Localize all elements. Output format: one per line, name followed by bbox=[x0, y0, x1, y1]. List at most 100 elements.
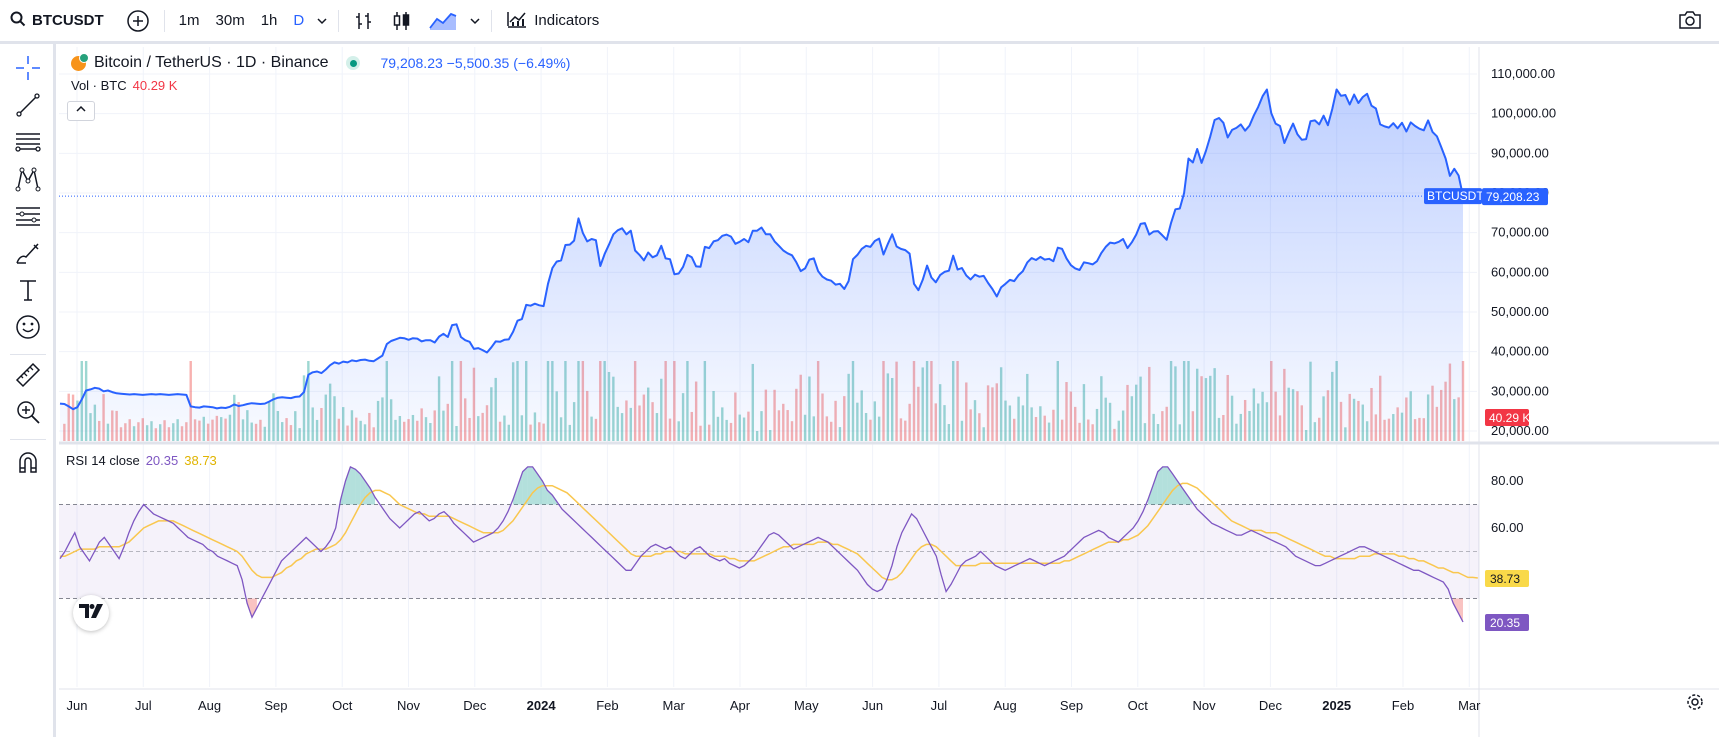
gear-icon bbox=[1685, 694, 1705, 716]
time-axis-label: Sep bbox=[1060, 698, 1083, 713]
time-axis-label: Jun bbox=[862, 698, 883, 713]
rsi-ma-tag bbox=[1485, 569, 1529, 587]
text-tool[interactable] bbox=[12, 276, 44, 308]
interval-1h-button[interactable]: 1h bbox=[260, 12, 278, 29]
time-axis-label: 2024 bbox=[527, 698, 557, 713]
toolbar-separator bbox=[10, 354, 46, 355]
market-status-icon[interactable] bbox=[346, 56, 361, 70]
emoji-tool[interactable] bbox=[12, 313, 44, 345]
chart-settings-button[interactable] bbox=[1685, 692, 1705, 717]
interval-d-button[interactable]: D bbox=[293, 12, 305, 29]
fib-tools[interactable] bbox=[12, 202, 44, 234]
magnet-icon bbox=[14, 448, 42, 481]
time-axis-label: Oct bbox=[1128, 698, 1149, 713]
bitcoin-logo-icon bbox=[71, 52, 89, 71]
area-chart-button[interactable] bbox=[421, 5, 465, 37]
interval-dropdown-button[interactable] bbox=[312, 5, 332, 37]
price-axis-label: 40,000.00 bbox=[1491, 344, 1549, 359]
chevron-down-icon bbox=[469, 15, 481, 27]
pattern-tool[interactable] bbox=[12, 165, 44, 197]
camera-icon bbox=[1677, 11, 1703, 36]
time-axis-label: Dec bbox=[463, 698, 487, 713]
area-chart-icon bbox=[429, 10, 457, 32]
rsi-overbought-fill bbox=[345, 466, 351, 505]
indicators-button[interactable]: Indicators bbox=[498, 5, 607, 37]
toolbar-separator bbox=[491, 9, 493, 32]
top-toolbar: BTCUSDT 1m 30m 1h D bbox=[0, 0, 1719, 44]
price-axis-label: 50,000.00 bbox=[1491, 304, 1549, 319]
volume-label: Vol · BTC bbox=[71, 78, 127, 93]
price-axis-label: 100,000.00 bbox=[1491, 106, 1556, 121]
ruler-icon bbox=[14, 361, 42, 394]
rsi-overbought-fill bbox=[1172, 473, 1178, 505]
chart-type-dropdown-button[interactable] bbox=[465, 5, 485, 37]
rsi-overbought-fill bbox=[537, 473, 543, 505]
tradingview-logo-icon bbox=[79, 603, 103, 623]
add-symbol-button[interactable] bbox=[118, 5, 158, 37]
toolbar-separator bbox=[10, 439, 46, 440]
indicators-label: Indicators bbox=[534, 12, 600, 29]
trend-line-tool[interactable] bbox=[12, 91, 44, 123]
symbol-label: BTCUSDT bbox=[32, 12, 104, 29]
candles-icon bbox=[391, 10, 413, 32]
zoom-tool[interactable] bbox=[12, 398, 44, 430]
bar-chart-icon bbox=[353, 10, 375, 32]
time-axis-label: Oct bbox=[332, 698, 353, 713]
collapse-legend-button[interactable] bbox=[67, 101, 95, 121]
rsi-tag-label: 20.35 bbox=[1490, 616, 1520, 630]
toolbar-separator bbox=[338, 9, 340, 32]
time-axis-label: Mar bbox=[663, 698, 686, 713]
rsi-line bbox=[59, 465, 1464, 623]
search-icon bbox=[10, 11, 26, 31]
rsi-tag bbox=[1485, 614, 1529, 631]
bar-chart-button[interactable] bbox=[345, 5, 383, 37]
snapshot-button[interactable] bbox=[1677, 8, 1703, 37]
rsi-legend: RSI 14 close 20.35 38.73 bbox=[66, 453, 217, 468]
chart-canvas[interactable]: 110,000.00100,000.0090,000.0080,000.0070… bbox=[59, 47, 1719, 737]
chart-area[interactable]: 110,000.00100,000.0090,000.0080,000.0070… bbox=[59, 47, 1719, 737]
rsi-overbought-fill bbox=[1152, 471, 1158, 505]
rsi-ma-tag-label: 38.73 bbox=[1490, 572, 1520, 586]
legend-change: −5,500.35 (−6.49%) bbox=[446, 55, 571, 71]
rsi-overbought-fill bbox=[1182, 488, 1188, 505]
add-symbol-icon bbox=[126, 9, 150, 33]
price-tag bbox=[1482, 188, 1548, 206]
price-axis-label: 30,000.00 bbox=[1491, 383, 1549, 398]
time-axis-label: Apr bbox=[730, 698, 751, 713]
time-axis-label: Sep bbox=[264, 698, 287, 713]
rsi-overbought-fill bbox=[1162, 466, 1168, 505]
price-axis-label: 110,000.00 bbox=[1491, 66, 1555, 81]
rsi-ma-value: 38.73 bbox=[184, 453, 217, 468]
legend-price: 79,208.23 −5,500.35 (−6.49%) bbox=[380, 55, 570, 71]
pattern-icon bbox=[14, 165, 42, 198]
volume-value: 40.29 K bbox=[132, 78, 178, 93]
chevron-up-icon bbox=[75, 102, 87, 120]
rsi-overbought-fill bbox=[355, 469, 361, 505]
ruler-tool[interactable] bbox=[12, 361, 44, 393]
rsi-overbought-fill bbox=[542, 481, 548, 505]
price-area-fill bbox=[60, 89, 1463, 441]
crosshair-tool[interactable] bbox=[12, 54, 44, 86]
indicators-icon bbox=[506, 8, 528, 34]
rsi-label: RSI 14 close bbox=[66, 453, 140, 468]
interval-1m-button[interactable]: 1m bbox=[178, 12, 200, 29]
fib-tools-icon bbox=[14, 202, 42, 235]
symbol-search-button[interactable]: BTCUSDT bbox=[0, 5, 112, 37]
magnet-tool[interactable] bbox=[12, 448, 44, 480]
rsi-axis-label: 80.00 bbox=[1491, 473, 1524, 488]
main-legend: Bitcoin / TetherUS · 1D · Binance 79,208… bbox=[71, 52, 570, 72]
tradingview-logo[interactable] bbox=[73, 595, 109, 631]
horizontal-lines-tool[interactable] bbox=[12, 128, 44, 160]
emoji-icon bbox=[14, 313, 42, 346]
time-axis-label: Dec bbox=[1259, 698, 1283, 713]
brush-icon bbox=[14, 239, 42, 272]
time-axis-label: 2025 bbox=[1322, 698, 1351, 713]
price-axis-label: 20,000.00 bbox=[1491, 423, 1549, 438]
volume-bar bbox=[189, 361, 192, 441]
rsi-ma-line bbox=[60, 482, 1478, 581]
legend-last-price: 79,208.23 bbox=[380, 55, 443, 71]
brush-tool[interactable] bbox=[12, 239, 44, 271]
rsi-overbought-fill bbox=[1157, 466, 1163, 505]
interval-30m-button[interactable]: 30m bbox=[215, 12, 245, 29]
candles-button[interactable] bbox=[383, 5, 421, 37]
